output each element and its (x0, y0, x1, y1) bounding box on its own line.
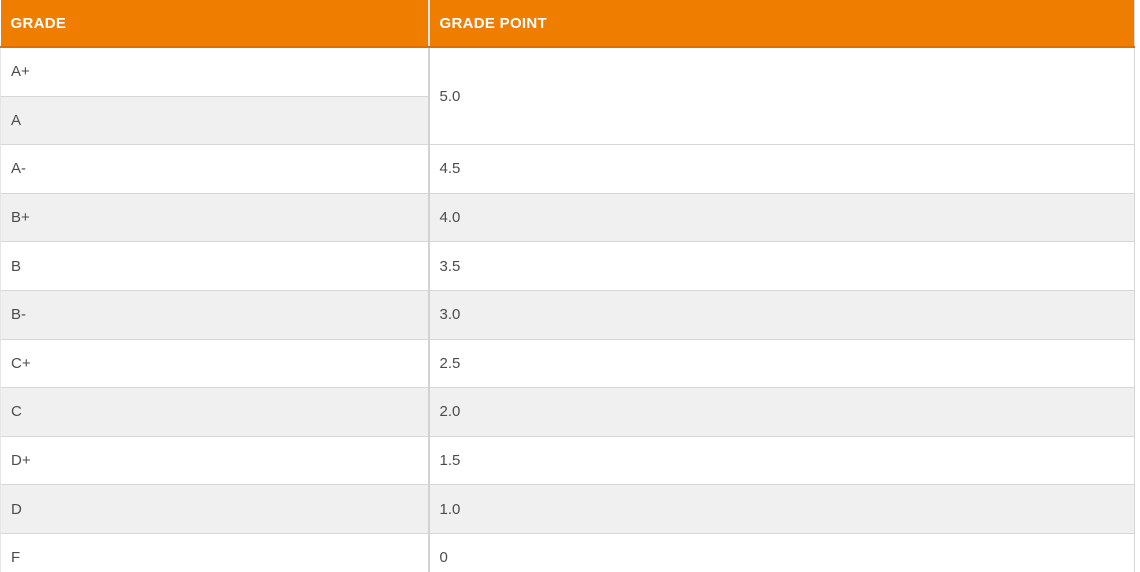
column-header-grade: GRADE (0, 0, 429, 48)
grade-cell: A- (0, 144, 429, 194)
grade-cell: C+ (0, 338, 429, 388)
table-row: C+ 2.5 (0, 338, 1135, 388)
grade-point-cell: 3.0 (427, 289, 1135, 340)
table-row: B- 3.0 (0, 289, 1135, 340)
table-row: C 2.0 (0, 387, 1135, 437)
grade-cell: F (0, 532, 429, 572)
grade-point-cell: 4.5 (427, 144, 1135, 194)
grade-cell: A (0, 95, 429, 145)
table-row: A+ 5.0 (0, 46, 1135, 145)
grade-point-cell: 2.5 (427, 338, 1135, 388)
grade-point-cell: 4.0 (427, 192, 1135, 242)
table-row: A- 4.5 (0, 144, 1135, 194)
grade-point-cell: 1.5 (427, 435, 1135, 485)
header-row: GRADE GRADE POINT (0, 0, 1135, 48)
grade-point-cell: 2.0 (427, 387, 1135, 437)
table-row: A (0, 95, 1135, 145)
grade-cell: D+ (0, 435, 429, 485)
grade-point-cell: 1.0 (427, 484, 1135, 534)
grade-cell: B (0, 241, 429, 291)
grade-cell: B- (0, 289, 429, 340)
table-row: B 3.5 (0, 241, 1135, 291)
grade-point-cell: 0 (427, 532, 1135, 572)
column-header-grade-point: GRADE POINT (427, 0, 1135, 48)
grade-cell: D (0, 484, 429, 534)
table-row: D 1.0 (0, 484, 1135, 534)
grade-point-cell: 5.0 (427, 46, 1135, 145)
grade-cell: C (0, 387, 429, 437)
table-row: D+ 1.5 (0, 435, 1135, 485)
grade-cell: B+ (0, 192, 429, 242)
table-row: F 0 (0, 532, 1135, 572)
grade-point-cell: 3.5 (427, 241, 1135, 291)
grade-cell: A+ (0, 46, 429, 97)
table-row: B+ 4.0 (0, 192, 1135, 242)
